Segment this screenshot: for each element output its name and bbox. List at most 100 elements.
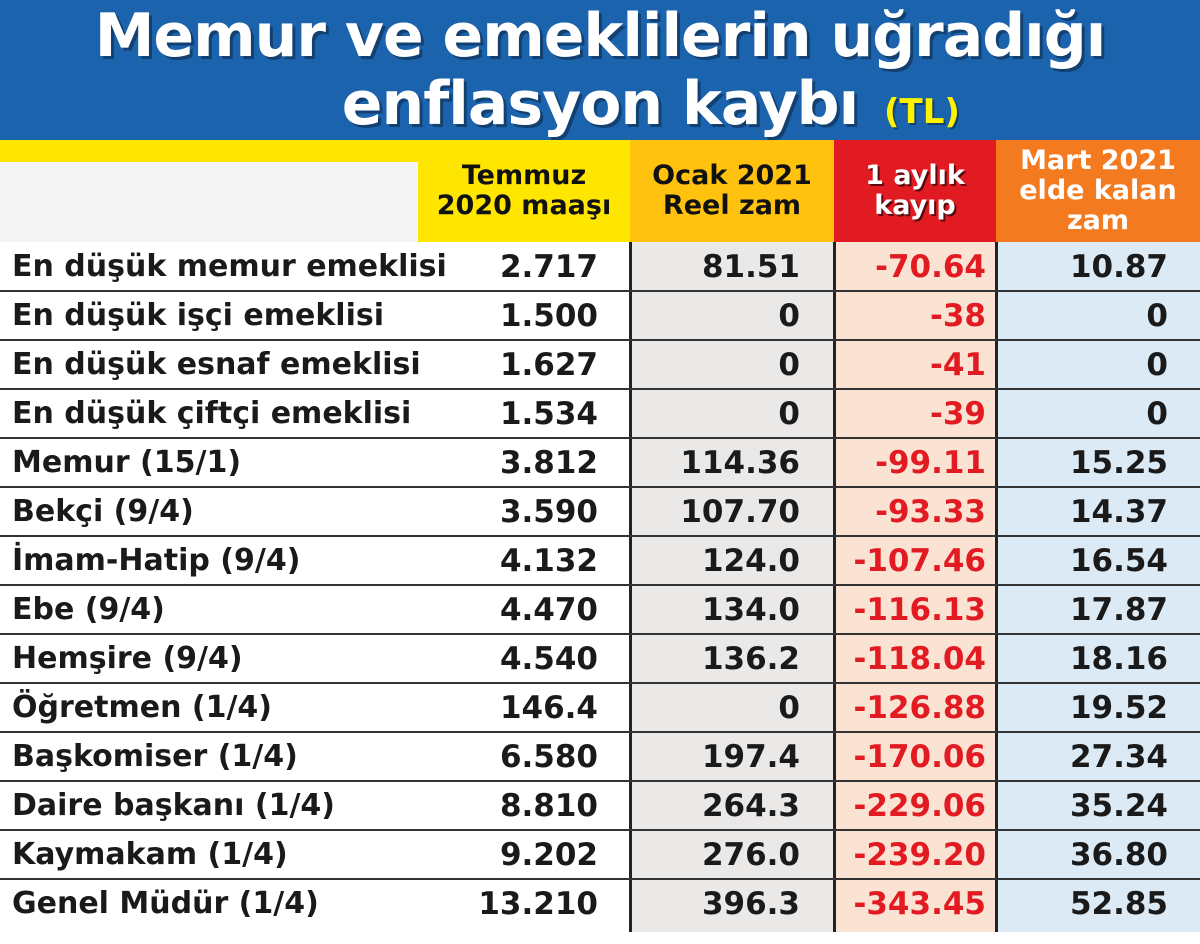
remaining-column-background xyxy=(996,242,1200,932)
column-header-ocak-2021: Ocak 2021 Reel zam xyxy=(630,140,834,242)
raise-value: 124.0 xyxy=(701,542,800,579)
row-label: En düşük işçi emeklisi xyxy=(12,298,384,333)
loss-value: -39 xyxy=(929,395,986,432)
row-divider xyxy=(0,584,1200,586)
unit-label: (TL) xyxy=(884,92,960,132)
row-label: En düşük çiftçi emeklisi xyxy=(12,396,412,431)
loss-value: -93.33 xyxy=(875,493,986,530)
column-header-temmuz-2020: Temmuz 2020 maaşı xyxy=(418,140,630,242)
loss-value: -170.06 xyxy=(853,738,987,775)
row-divider xyxy=(0,486,1200,488)
salary-value: 146.4 xyxy=(499,689,598,726)
column-divider xyxy=(833,242,836,932)
row-label: Genel Müdür (1/4) xyxy=(12,886,319,921)
column-divider xyxy=(629,242,632,932)
remaining-value: 14.37 xyxy=(1069,493,1168,530)
column-header-aylik-kayip: 1 aylık kayıp xyxy=(834,140,996,242)
title-line-2: enflasyon kaybı xyxy=(0,72,1200,136)
loss-value: -41 xyxy=(929,346,986,383)
raise-value: 276.0 xyxy=(701,836,800,873)
loss-value: -70.64 xyxy=(875,248,986,285)
remaining-value: 0 xyxy=(1146,297,1168,334)
remaining-value: 0 xyxy=(1146,395,1168,432)
label-column-background xyxy=(0,242,460,932)
loss-value: -239.20 xyxy=(853,836,987,873)
salary-value: 1.627 xyxy=(499,346,598,383)
raise-value: 136.2 xyxy=(701,640,800,677)
remaining-value: 27.34 xyxy=(1069,738,1168,775)
loss-value: -107.46 xyxy=(853,542,987,579)
row-divider xyxy=(0,731,1200,733)
raise-value: 0 xyxy=(778,346,800,383)
loss-value: -116.13 xyxy=(853,591,987,628)
row-label: Ebe (9/4) xyxy=(12,592,165,627)
row-divider xyxy=(0,535,1200,537)
salary-value: 9.202 xyxy=(499,836,598,873)
loss-value: -229.06 xyxy=(853,787,987,824)
remaining-value: 36.80 xyxy=(1069,836,1168,873)
row-divider xyxy=(0,878,1200,880)
remaining-value: 0 xyxy=(1146,346,1168,383)
salary-value: 4.132 xyxy=(499,542,598,579)
salary-value: 4.470 xyxy=(499,591,598,628)
loss-value: -343.45 xyxy=(853,885,987,922)
row-divider xyxy=(0,682,1200,684)
row-divider xyxy=(0,633,1200,635)
title-line-2-text: enflasyon kaybı xyxy=(341,69,859,139)
row-label: Kaymakam (1/4) xyxy=(12,837,288,872)
salary-value: 13.210 xyxy=(478,885,598,922)
loss-value: -126.88 xyxy=(853,689,987,726)
salary-value: 1.500 xyxy=(499,297,598,334)
row-label: Hemşire (9/4) xyxy=(12,641,243,676)
salary-value: 1.534 xyxy=(499,395,598,432)
raise-value: 264.3 xyxy=(701,787,800,824)
row-label: Daire başkanı (1/4) xyxy=(12,788,335,823)
raise-value: 0 xyxy=(778,395,800,432)
row-divider xyxy=(0,339,1200,341)
loss-value: -99.11 xyxy=(875,444,986,481)
remaining-value: 35.24 xyxy=(1069,787,1168,824)
salary-value: 6.580 xyxy=(499,738,598,775)
salary-value: 3.590 xyxy=(499,493,598,530)
raise-value: 197.4 xyxy=(701,738,800,775)
remaining-value: 19.52 xyxy=(1069,689,1168,726)
raise-value: 0 xyxy=(778,297,800,334)
salary-value: 3.812 xyxy=(499,444,598,481)
raise-value: 81.51 xyxy=(701,248,800,285)
raise-value: 134.0 xyxy=(701,591,800,628)
salary-value: 2.717 xyxy=(499,248,598,285)
row-divider xyxy=(0,437,1200,439)
row-label: İmam-Hatip (9/4) xyxy=(12,543,301,578)
row-label: Başkomiser (1/4) xyxy=(12,739,298,774)
remaining-value: 18.16 xyxy=(1069,640,1168,677)
row-divider xyxy=(0,780,1200,782)
salary-column-background xyxy=(460,242,630,932)
remaining-value: 17.87 xyxy=(1069,591,1168,628)
raise-column-background xyxy=(630,242,834,932)
row-label: En düşük memur emeklisi xyxy=(12,249,447,284)
row-divider xyxy=(0,829,1200,831)
remaining-value: 16.54 xyxy=(1069,542,1168,579)
remaining-value: 15.25 xyxy=(1069,444,1168,481)
row-label: Öğretmen (1/4) xyxy=(12,690,272,725)
salary-value: 4.540 xyxy=(499,640,598,677)
row-divider xyxy=(0,388,1200,390)
remaining-value: 52.85 xyxy=(1069,885,1168,922)
raise-value: 107.70 xyxy=(680,493,800,530)
header-accent-strip xyxy=(0,140,418,162)
row-divider xyxy=(0,290,1200,292)
loss-column-background xyxy=(834,242,996,932)
title-line-1: Memur ve emeklilerin uğradığı xyxy=(94,1,1107,71)
row-label: Memur (15/1) xyxy=(12,445,242,480)
raise-value: 0 xyxy=(778,689,800,726)
row-label: Bekçi (9/4) xyxy=(12,494,194,529)
salary-value: 8.810 xyxy=(499,787,598,824)
column-header-mart-2021: Mart 2021 elde kalan zam xyxy=(996,140,1200,242)
loss-value: -38 xyxy=(929,297,986,334)
row-label: En düşük esnaf emeklisi xyxy=(12,347,421,382)
raise-value: 396.3 xyxy=(701,885,800,922)
remaining-value: 10.87 xyxy=(1069,248,1168,285)
label-column-header xyxy=(0,162,418,242)
loss-value: -118.04 xyxy=(853,640,987,677)
